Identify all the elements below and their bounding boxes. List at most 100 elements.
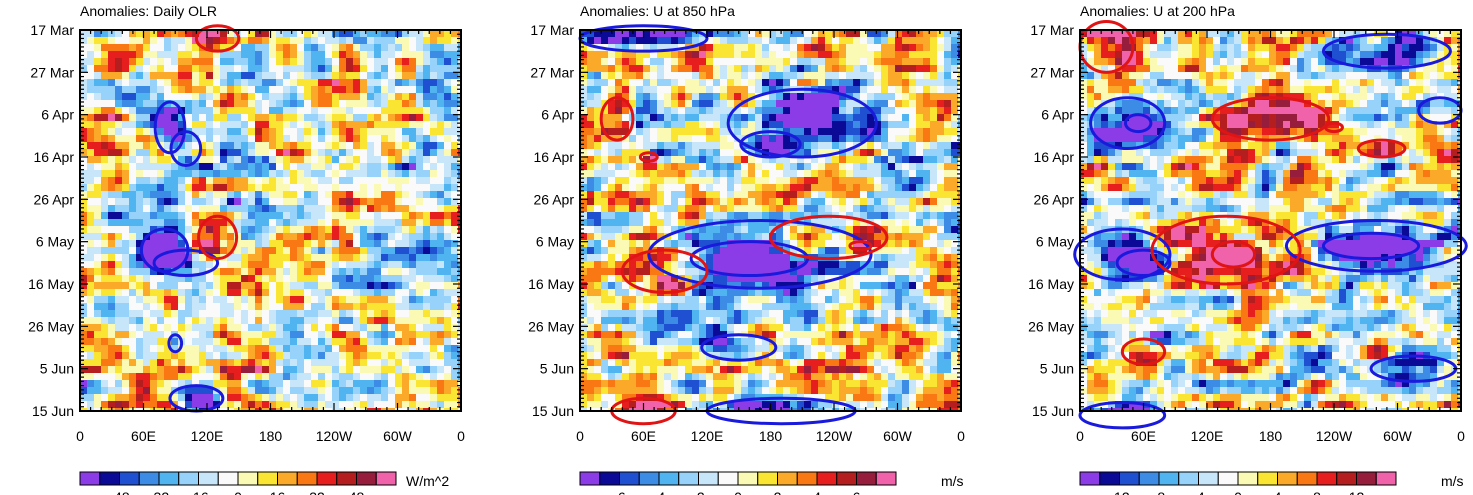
field-cell	[241, 142, 249, 150]
field-cell	[783, 100, 791, 108]
field-cell	[143, 331, 151, 339]
field-cell	[678, 128, 686, 136]
field-cell	[283, 86, 291, 94]
field-cell	[297, 324, 305, 332]
field-cell	[185, 226, 193, 234]
field-cell	[206, 163, 214, 171]
field-cell	[115, 254, 123, 262]
field-cell	[402, 219, 410, 227]
field-cell	[290, 233, 298, 241]
negative-contour	[169, 130, 203, 167]
field-cell	[255, 226, 263, 234]
field-cell	[346, 401, 354, 409]
field-cell	[643, 135, 651, 143]
field-cell	[867, 142, 875, 150]
colorbar-swatch	[257, 471, 278, 486]
field-cell	[818, 51, 826, 59]
field-cell	[122, 373, 130, 381]
field-cell	[804, 128, 812, 136]
field-cell	[734, 79, 742, 87]
field-cell	[325, 65, 333, 73]
field-cell	[629, 163, 637, 171]
field-cell	[416, 233, 424, 241]
field-cell	[360, 219, 368, 227]
field-cell	[437, 86, 445, 94]
field-cell	[902, 177, 910, 185]
field-cell	[909, 205, 917, 213]
field-cell	[276, 212, 284, 220]
field-cell	[122, 226, 130, 234]
field-cell	[839, 86, 847, 94]
field-cell	[164, 37, 172, 45]
field-cell	[832, 114, 840, 122]
field-cell	[416, 268, 424, 276]
field-cell	[367, 100, 375, 108]
field-cell	[192, 177, 200, 185]
field-cell	[122, 338, 130, 346]
field-cell	[227, 226, 235, 234]
field-cell	[332, 205, 340, 213]
field-cell	[143, 100, 151, 108]
field-cell	[283, 114, 291, 122]
field-cell	[192, 212, 200, 220]
field-cell	[594, 79, 602, 87]
field-cell	[94, 394, 102, 402]
field-cell	[951, 79, 959, 87]
field-cell	[444, 30, 452, 38]
field-cell	[276, 324, 284, 332]
field-cell	[185, 366, 193, 374]
field-cell	[192, 317, 200, 325]
field-cell	[664, 30, 672, 38]
field-cell	[783, 170, 791, 178]
field-cell	[346, 338, 354, 346]
field-cell	[783, 79, 791, 87]
field-cell	[902, 142, 910, 150]
field-cell	[451, 233, 459, 241]
field-cell	[909, 226, 917, 234]
field-cell	[902, 191, 910, 199]
field-cell	[402, 338, 410, 346]
field-cell	[839, 51, 847, 59]
field-cell	[367, 37, 375, 45]
field-cell	[311, 51, 319, 59]
field-cell	[650, 51, 658, 59]
field-cell	[185, 79, 193, 87]
field-cell	[122, 261, 130, 269]
field-cell	[255, 114, 263, 122]
field-cell	[178, 79, 186, 87]
field-cell	[360, 233, 368, 241]
field-cell	[353, 226, 361, 234]
field-cell	[678, 184, 686, 192]
field-cell	[762, 184, 770, 192]
field-cell	[255, 240, 263, 248]
field-cell	[769, 219, 777, 227]
field-cell	[353, 212, 361, 220]
field-cell	[178, 170, 186, 178]
field-cell	[346, 58, 354, 66]
field-cell	[416, 317, 424, 325]
field-cell	[839, 72, 847, 80]
field-cell	[437, 72, 445, 80]
field-cell	[804, 142, 812, 150]
field-cell	[276, 254, 284, 262]
field-cell	[930, 142, 938, 150]
field-cell	[101, 142, 109, 150]
field-cell	[643, 65, 651, 73]
field-cell	[776, 177, 784, 185]
field-cell	[234, 184, 242, 192]
field-cell	[346, 296, 354, 304]
field-cell	[727, 170, 735, 178]
field-cell	[381, 65, 389, 73]
field-cell	[374, 72, 382, 80]
field-cell	[944, 156, 952, 164]
field-cell	[923, 72, 931, 80]
field-cell	[748, 72, 756, 80]
field-cell	[157, 135, 165, 143]
field-cell	[769, 135, 777, 143]
field-cell	[615, 212, 623, 220]
field-cell	[930, 93, 938, 101]
field-cell	[727, 212, 735, 220]
field-cell	[395, 170, 403, 178]
field-cell	[615, 149, 623, 157]
field-cell	[115, 289, 123, 297]
